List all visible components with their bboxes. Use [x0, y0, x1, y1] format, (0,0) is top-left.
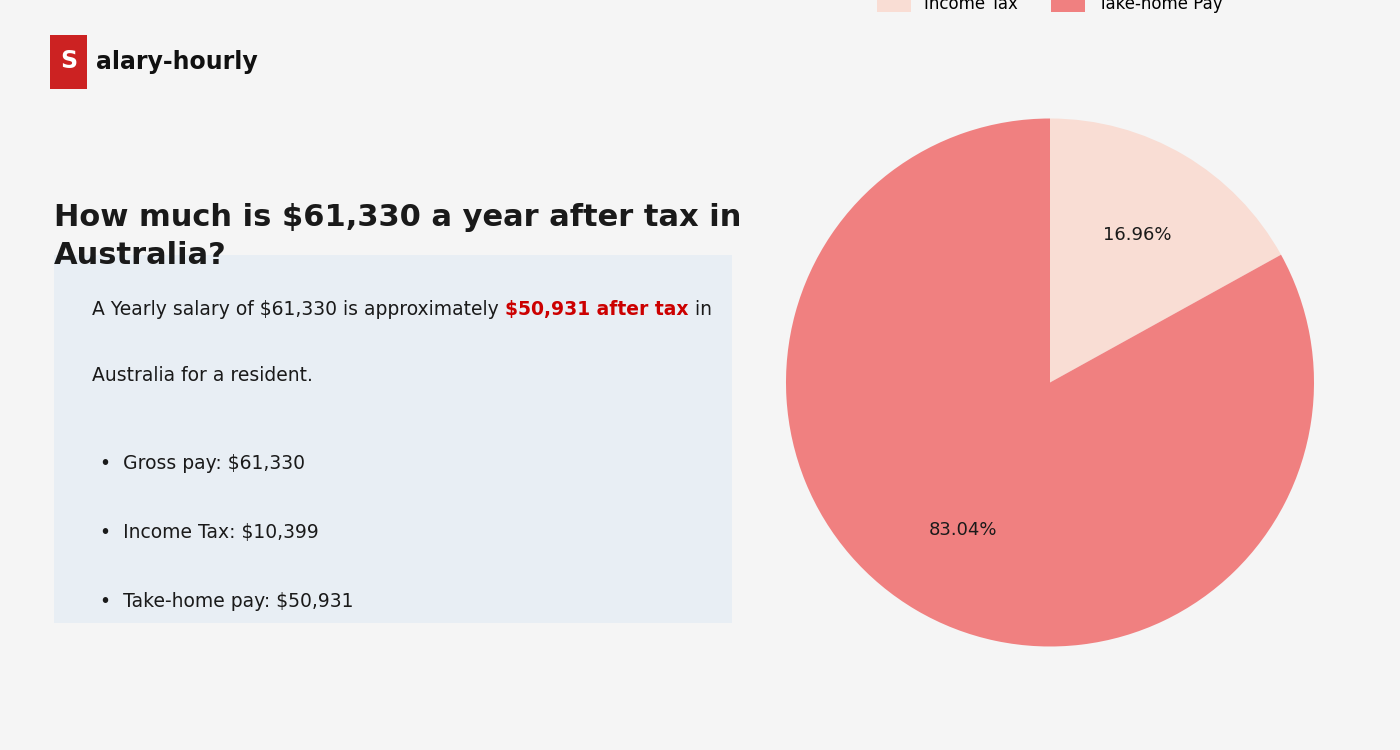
- Text: •  Gross pay: $61,330: • Gross pay: $61,330: [101, 454, 305, 472]
- Text: 83.04%: 83.04%: [928, 521, 997, 539]
- Wedge shape: [1050, 118, 1281, 382]
- Text: in: in: [689, 300, 711, 319]
- Wedge shape: [785, 118, 1315, 646]
- Text: $50,931 after tax: $50,931 after tax: [505, 300, 689, 319]
- Legend: Income Tax, Take-home Pay: Income Tax, Take-home Pay: [871, 0, 1229, 20]
- Text: Australia for a resident.: Australia for a resident.: [92, 366, 314, 385]
- Text: How much is $61,330 a year after tax in
Australia?: How much is $61,330 a year after tax in …: [55, 202, 741, 270]
- Text: •  Take-home pay: $50,931: • Take-home pay: $50,931: [101, 592, 354, 610]
- Text: A Yearly salary of $61,330 is approximately: A Yearly salary of $61,330 is approximat…: [92, 300, 505, 319]
- Text: 16.96%: 16.96%: [1103, 226, 1172, 244]
- Text: alary-hourly: alary-hourly: [97, 50, 258, 74]
- FancyBboxPatch shape: [50, 34, 87, 88]
- Text: S: S: [60, 50, 77, 74]
- FancyBboxPatch shape: [55, 255, 732, 622]
- Text: •  Income Tax: $10,399: • Income Tax: $10,399: [101, 523, 319, 542]
